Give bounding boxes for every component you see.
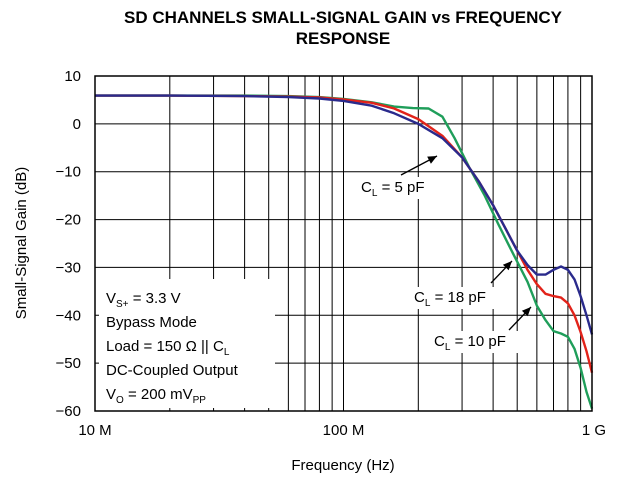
- y-tick-label: −60: [56, 403, 81, 420]
- y-tick-label: −10: [56, 164, 81, 181]
- plot-area-frame: [94, 75, 593, 412]
- series-label-cl5: CL = 5 pF: [361, 179, 425, 199]
- y-tick-label: −20: [56, 212, 81, 229]
- chart-title-line1: SD CHANNELS SMALL-SIGNAL GAIN vs FREQUEN…: [124, 8, 563, 27]
- x-tick-label: 100 M: [323, 422, 365, 439]
- x-tick-label: 1 G: [582, 422, 606, 439]
- series-label-cl10: CL = 10 pF: [434, 333, 506, 353]
- x-tick-labels: 10 M 100 M 1 G: [78, 422, 606, 439]
- series-label-bg-cl5: [357, 177, 457, 199]
- arrow-head-cl18: [502, 261, 512, 271]
- conditions-text: VS+ = 3.3 V Bypass Mode Load = 150 Ω || CL…: [106, 290, 239, 406]
- series-labels: CL = 5 pF CL = 18 pF CL = 10 pF: [357, 155, 536, 353]
- condition-line: VS+ = 3.3 V: [106, 290, 181, 310]
- series-label-bg-cl18: [410, 287, 516, 309]
- chart-title-line2: RESPONSE: [296, 29, 390, 48]
- arrow-head-cl5: [427, 156, 437, 164]
- y-tick-label: 0: [73, 116, 81, 133]
- condition-line: Bypass Mode: [106, 314, 197, 331]
- y-axis-label: Small-Signal Gain (dB): [13, 167, 30, 320]
- y-tick-label: −50: [56, 355, 81, 372]
- test-conditions-box: VS+ = 3.3 V Bypass Mode Load = 150 Ω || CL…: [99, 279, 275, 408]
- condition-line: VO = 200 mVPP: [106, 386, 206, 406]
- grid-lines: [95, 76, 592, 411]
- conditions-box-background: [99, 279, 275, 408]
- x-axis-label: Frequency (Hz): [291, 457, 394, 474]
- arrow-head-cl10: [521, 307, 531, 317]
- series-label-cl18: CL = 18 pF: [414, 289, 486, 309]
- x-tick-label: 10 M: [78, 422, 111, 439]
- series-label-bg-cl10: [430, 331, 536, 353]
- y-tick-label: −40: [56, 307, 81, 324]
- y-tick-label: −30: [56, 259, 81, 276]
- condition-line: DC-Coupled Output: [106, 362, 239, 379]
- series-line-cl5: [95, 94, 594, 335]
- y-tick-label: 10: [64, 68, 81, 85]
- condition-line: Load = 150 Ω || CL: [106, 338, 230, 358]
- series-lines: [95, 94, 594, 409]
- y-tick-labels: 10 0 −10 −20 −30 −40 −50 −60: [56, 68, 81, 420]
